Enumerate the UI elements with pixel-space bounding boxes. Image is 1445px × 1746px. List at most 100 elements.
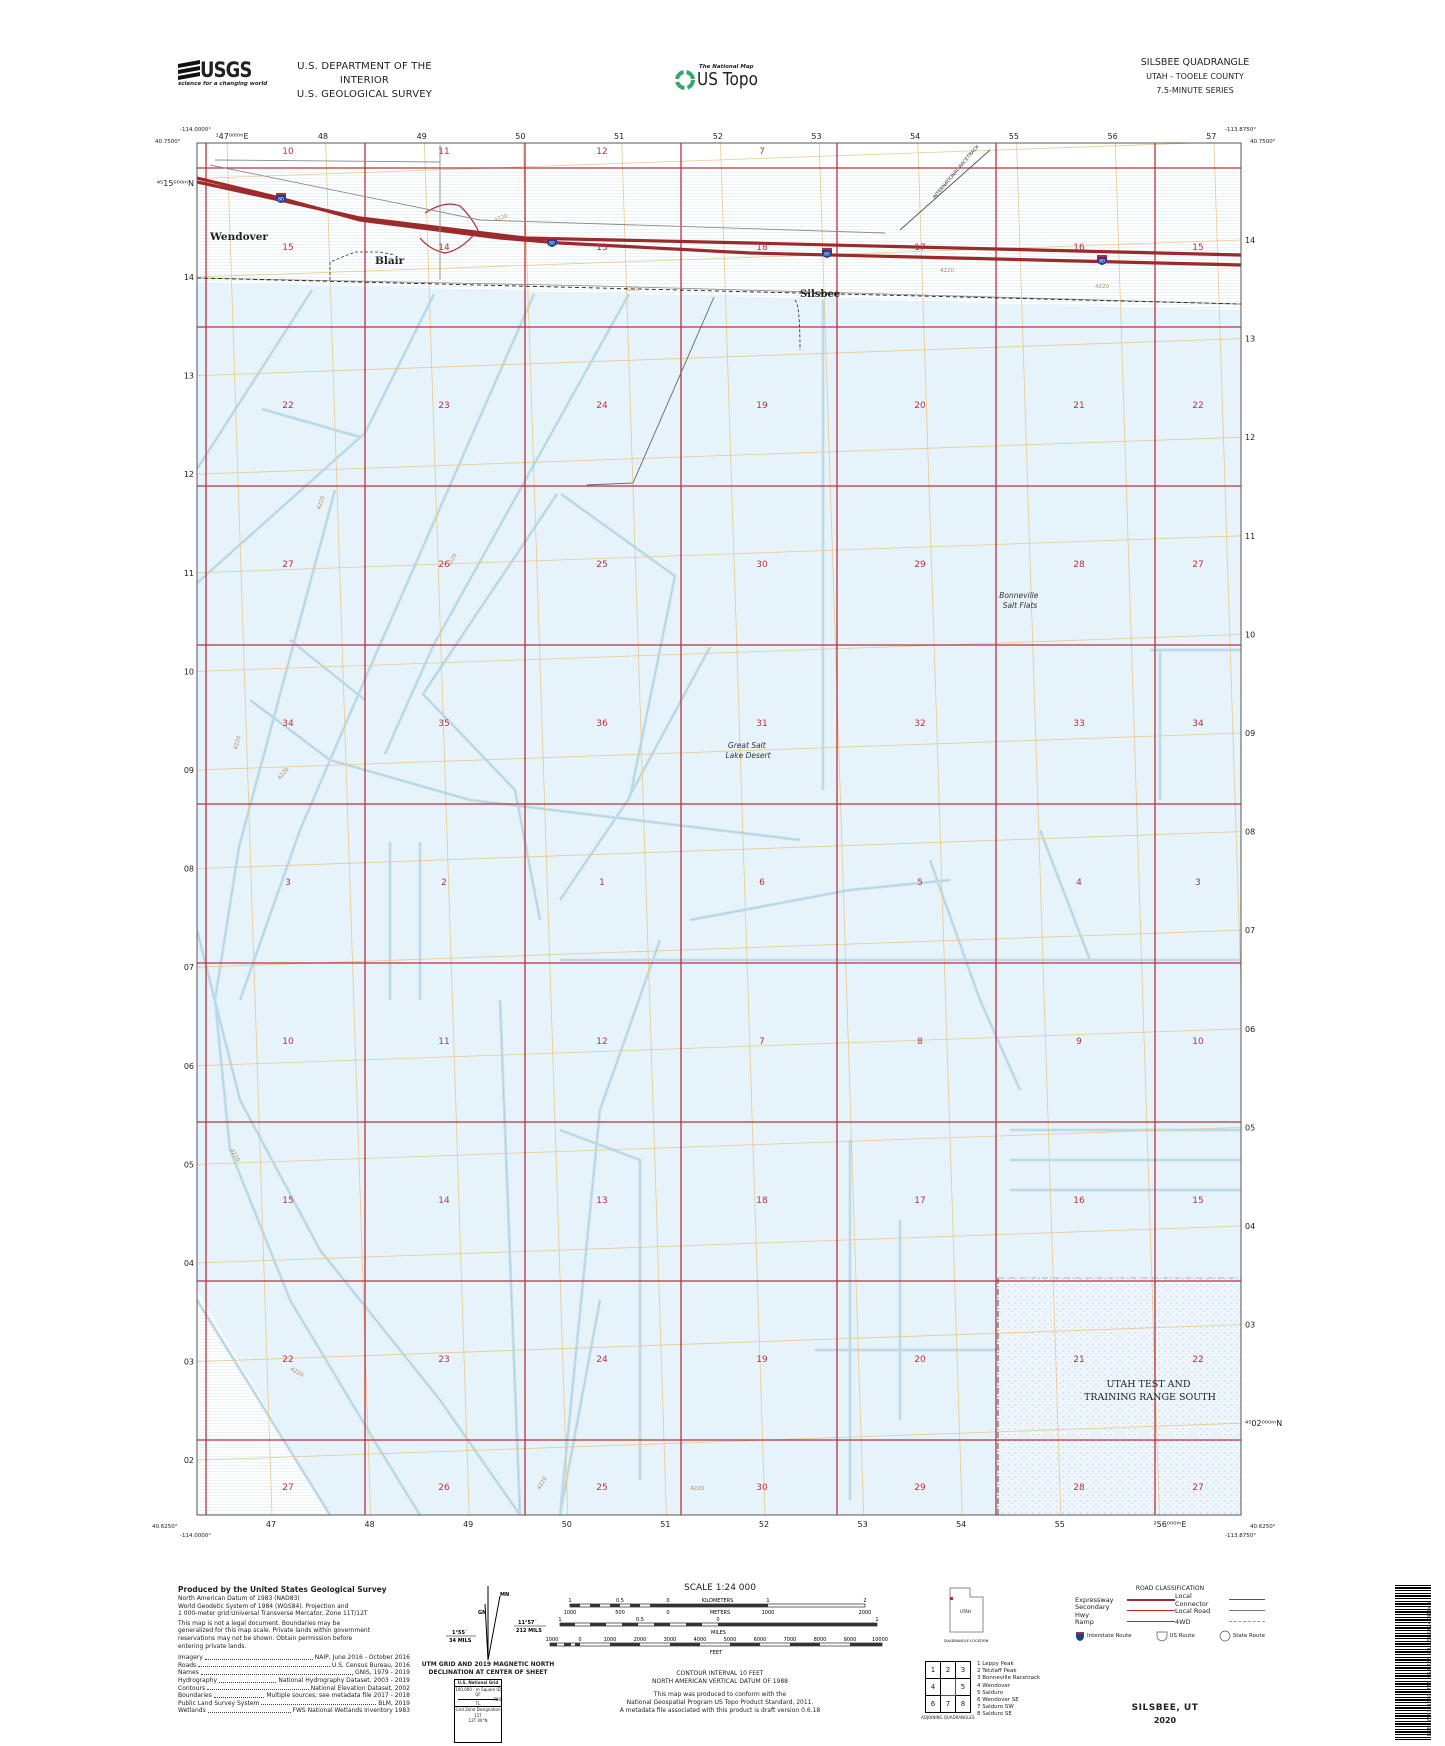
scale-tick-label: 0 bbox=[666, 1610, 669, 1616]
utm-northing-line bbox=[197, 1422, 1241, 1461]
quad-title: SILSBEE QUADRANGLE bbox=[1140, 57, 1250, 68]
usng-title: U.S. National Grid bbox=[455, 1680, 501, 1687]
section-number: 18 bbox=[756, 243, 768, 253]
left-mils: 34 MILS bbox=[449, 1638, 472, 1644]
utm-easting-line bbox=[720, 143, 766, 1515]
state-route-icon bbox=[1219, 1630, 1231, 1642]
contour-label: 4220 bbox=[494, 213, 510, 224]
interstate-number: 80 bbox=[549, 241, 555, 247]
blair-rail-spur bbox=[329, 251, 396, 280]
bottom-easting-label: 52 bbox=[759, 1520, 769, 1529]
adjoining-quad-name: 5 Salduro bbox=[977, 1689, 1004, 1696]
utm-northing-line bbox=[197, 929, 1241, 968]
section-number: 27 bbox=[1192, 560, 1203, 570]
scale-unit-label: KILOMETERS bbox=[702, 1598, 734, 1604]
credit-label: Boundaries bbox=[178, 1692, 212, 1700]
utm-northing-line bbox=[197, 338, 1241, 376]
credit-label: Hydrography bbox=[178, 1676, 217, 1684]
scale-bar-segment bbox=[622, 1623, 638, 1626]
scale-tick-label: 500 bbox=[615, 1610, 625, 1616]
corner-br-lon: -113.8750° bbox=[1225, 1533, 1256, 1539]
utm-northing-line bbox=[197, 1324, 1241, 1362]
corner-coordinates: -114.0000° 40.7500° -113.8750° 40.7500° … bbox=[152, 127, 1276, 1539]
section-number: 36 bbox=[596, 719, 608, 729]
corner-br-lat: 40.6250° bbox=[1250, 1524, 1276, 1530]
utm-northing-line bbox=[197, 1127, 1241, 1165]
credit-label: Contours bbox=[178, 1684, 206, 1692]
left-northing-label: 12 bbox=[184, 470, 194, 479]
adjoining-quad-cell: 7 bbox=[940, 1695, 956, 1713]
conform-line: National Geospatial Program US Topo Prod… bbox=[626, 1699, 814, 1706]
national-map-recycle-icon bbox=[675, 70, 695, 90]
legend-4wd: 4WD bbox=[1175, 1617, 1191, 1626]
interstate-shield-icon: 80 bbox=[1097, 255, 1107, 265]
section-number: 22 bbox=[282, 1355, 293, 1365]
credit-label: Imagery bbox=[178, 1654, 203, 1662]
road-classification-legend: ROAD CLASSIFICATION Expressway Secondary… bbox=[1075, 1585, 1265, 1642]
section-number: 31 bbox=[756, 719, 767, 729]
contour-label: 4220 bbox=[625, 287, 639, 293]
scale-bar-segment bbox=[730, 1643, 760, 1646]
credit-row: Contours National Elevation Dataset, 2002 bbox=[178, 1685, 410, 1693]
section-number: 34 bbox=[1192, 719, 1204, 729]
section-number: 16 bbox=[1073, 243, 1085, 253]
credit-row: Hydrography National Hydrography Dataset,… bbox=[178, 1677, 410, 1685]
section-number: 22 bbox=[1192, 401, 1203, 411]
scale-tick-label: 1000 bbox=[546, 1637, 559, 1643]
utm-northing-line bbox=[197, 239, 1241, 278]
top-easting-label: 55 bbox=[1009, 132, 1019, 141]
scale-unit-label: MILES bbox=[711, 1630, 726, 1636]
scale-bar-segment bbox=[550, 1643, 557, 1646]
levee-road bbox=[586, 296, 715, 486]
current-quad-cell bbox=[940, 1678, 956, 1696]
section-number: 8 bbox=[917, 1037, 923, 1047]
top-easting-label: 57 bbox=[1206, 132, 1216, 141]
section-number: 27 bbox=[1192, 1483, 1203, 1493]
interstate-number: 80 bbox=[1099, 259, 1105, 265]
credit-row: Imagery NAIP, June 2016 - October 2016 bbox=[178, 1654, 410, 1662]
legal-line: entering private lands. bbox=[178, 1642, 247, 1650]
section-number: 3 bbox=[285, 878, 291, 888]
grid-north-line bbox=[484, 1603, 489, 1661]
section-number: 32 bbox=[914, 719, 925, 729]
usng-gzd-lat: 40°N bbox=[477, 1718, 488, 1723]
top-easting-label: 50 bbox=[515, 132, 525, 141]
interstate-route-icon bbox=[1076, 1632, 1084, 1641]
scale-tick-label: 4000 bbox=[694, 1637, 707, 1643]
adjoining-quad-name: 6 Wendover SE bbox=[977, 1697, 1019, 1704]
scale-bar-segment bbox=[570, 1604, 580, 1607]
top-easting-label: 54 bbox=[910, 132, 920, 141]
corner-tl-lat: 40.7500° bbox=[155, 139, 181, 145]
right-northing-label: 11 bbox=[1245, 532, 1255, 541]
left-northing-label: 09 bbox=[184, 766, 194, 775]
uttr-label: UTAH TEST AND TRAINING RANGE SOUTH bbox=[1084, 1379, 1216, 1403]
section-number: 19 bbox=[756, 1355, 768, 1365]
section-number: 3 bbox=[1195, 878, 1201, 888]
canal bbox=[1039, 829, 1091, 961]
canal bbox=[1150, 649, 1241, 800]
top-easting-label: 51 bbox=[614, 132, 624, 141]
source-credits: Imagery NAIP, June 2016 - October 2016 Roa… bbox=[178, 1654, 418, 1715]
bottom-easting-label: 49 bbox=[463, 1520, 473, 1529]
scale-tick-label: 10000 bbox=[872, 1637, 888, 1643]
canal bbox=[249, 699, 801, 841]
adjoining-quad-name: 4 Wendover bbox=[977, 1682, 1010, 1689]
utm-easting-line bbox=[1213, 143, 1241, 998]
adjoining-caption: ADJOINING QUADRANGLES bbox=[921, 1715, 975, 1720]
scale-bar-segment bbox=[670, 1643, 700, 1646]
scale-bar-segment bbox=[718, 1623, 877, 1626]
declination-caption-2: DECLINATION AT CENTER OF SHEET bbox=[428, 1668, 548, 1676]
scale-unit-label: METERS bbox=[710, 1610, 730, 1616]
top-easting-label: 53 bbox=[811, 132, 821, 141]
quad-location-marker bbox=[950, 1597, 953, 1600]
bottom-easting-label: 53 bbox=[858, 1520, 868, 1529]
left-angle: 1°55´ bbox=[452, 1630, 468, 1636]
sheet-year: 2020 bbox=[1153, 1716, 1177, 1725]
railroad bbox=[197, 277, 1241, 305]
vertical-datum: NORTH AMERICAN VERTICAL DATUM OF 1988 bbox=[652, 1678, 788, 1685]
utah-outline bbox=[949, 1587, 984, 1633]
utm-easting-line bbox=[1016, 143, 1062, 1515]
section-number: 20 bbox=[914, 401, 926, 411]
